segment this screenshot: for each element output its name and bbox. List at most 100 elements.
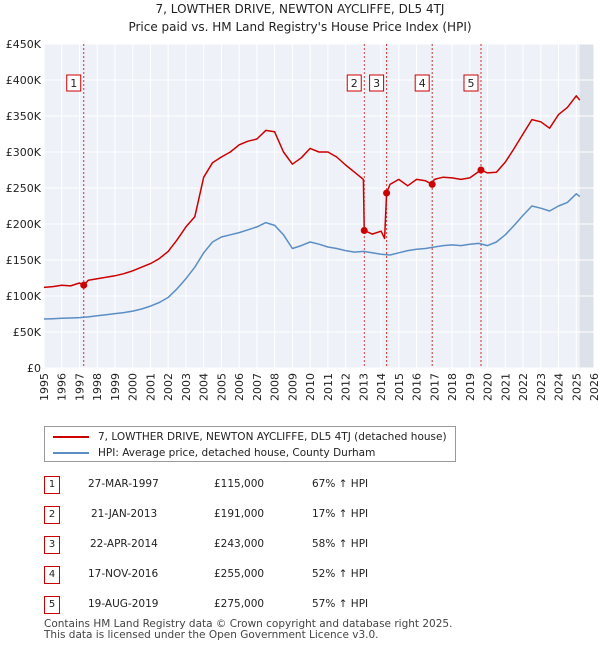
- sale-label-box: [463, 74, 479, 92]
- chart-subtitle: Price paid vs. HM Land Registry's House …: [128, 20, 471, 34]
- sale-label-box: [414, 74, 430, 92]
- footer-copyright: Contains HM Land Registry data © Crown c…: [44, 618, 453, 630]
- sale-date: 19-AUG-2019: [88, 598, 159, 610]
- sale-point: [383, 189, 391, 197]
- price-chart: 7, LOWTHER DRIVE, NEWTON AYCLIFFE, DL5 4…: [6, 2, 600, 401]
- x-tick-label: 2019: [464, 373, 477, 401]
- sale-label-number: 1: [70, 77, 77, 90]
- sale-hpi: 52% ↑ HPI: [312, 568, 369, 580]
- x-tick-label: 2024: [553, 373, 566, 401]
- x-tick-label: 2021: [499, 373, 512, 401]
- sale-price: £255,000: [214, 568, 265, 580]
- legend-item-property: 7, LOWTHER DRIVE, NEWTON AYCLIFFE, DL5 4…: [53, 429, 447, 445]
- x-tick-label: 2005: [215, 373, 228, 401]
- table-row: 2 21-JAN-2013 £191,000 17% ↑ HPI: [44, 506, 464, 524]
- sale-hpi: 17% ↑ HPI: [312, 508, 369, 520]
- x-tick-label: 2003: [180, 373, 193, 401]
- sale-price: £243,000: [214, 538, 265, 550]
- x-tick-label: 2018: [446, 373, 459, 401]
- x-tick-label: 2013: [357, 373, 370, 401]
- x-tick-label: 2009: [286, 373, 299, 401]
- x-tick-label: 2026: [588, 373, 600, 401]
- sale-date: 27-MAR-1997: [88, 478, 159, 490]
- legend-label-property: 7, LOWTHER DRIVE, NEWTON AYCLIFFE, DL5 4…: [98, 431, 447, 443]
- y-tick-label: £100K: [6, 290, 42, 303]
- plot-area: £0 £50K £100K £150K £200K £250K £300K £350K £400…: [6, 38, 600, 401]
- x-tick-label: 2022: [517, 373, 530, 401]
- sale-label-number: 5: [467, 77, 474, 90]
- x-tick-label: 2011: [322, 373, 335, 401]
- y-tick-label: £200K: [6, 218, 42, 231]
- y-tick-label: £50K: [13, 326, 42, 339]
- x-tick-label: 2008: [269, 373, 282, 401]
- hpi-series-line: [43, 193, 581, 320]
- legend-item-hpi: HPI: Average price, detached house, Coun…: [53, 445, 375, 461]
- sale-label-number: 3: [373, 77, 380, 90]
- sale-number: 5: [44, 596, 60, 614]
- sale-label-number: 4: [419, 77, 426, 90]
- sale-number: 1: [44, 476, 60, 494]
- sale-number: 2: [44, 506, 60, 524]
- y-tick-label: £0: [27, 362, 41, 375]
- legend-swatch-property: [53, 436, 89, 438]
- future-shading: [579, 44, 594, 368]
- sale-point: [428, 180, 436, 188]
- sale-date: 21-JAN-2013: [91, 508, 158, 520]
- footer: Contains HM Land Registry data © Crown c…: [44, 619, 452, 641]
- plot-background: [44, 44, 594, 368]
- y-tick-label: £150K: [6, 254, 42, 267]
- chart-title: 7, LOWTHER DRIVE, NEWTON AYCLIFFE, DL5 4…: [156, 2, 445, 16]
- table-row: 1 27-MAR-1997 £115,000 67% ↑ HPI: [44, 476, 464, 494]
- sale-date: 22-APR-2014: [90, 538, 158, 550]
- legend-label-hpi: HPI: Average price, detached house, Coun…: [98, 447, 376, 459]
- sale-hpi: 57% ↑ HPI: [312, 598, 369, 610]
- sale-date: 17-NOV-2016: [88, 568, 159, 580]
- sale-price: £115,000: [214, 478, 265, 490]
- y-tick-label: £300K: [6, 146, 42, 159]
- sale-point: [360, 226, 368, 234]
- y-tick-label: £250K: [6, 182, 42, 195]
- x-tick-label: 2007: [251, 373, 264, 401]
- x-tick-label: 2020: [482, 373, 495, 401]
- sale-hpi: 67% ↑ HPI: [312, 478, 369, 490]
- sale-number: 3: [44, 536, 60, 554]
- x-tick-label: 1999: [109, 373, 122, 401]
- sale-point: [477, 166, 485, 174]
- x-tick-label: 2010: [304, 373, 317, 401]
- y-tick-label: £400K: [6, 74, 42, 87]
- legend-swatch-hpi: [53, 452, 89, 454]
- sale-label-box: [66, 74, 82, 92]
- x-tick-label: 1995: [38, 373, 51, 401]
- x-tick-label: 2017: [428, 373, 441, 401]
- legend: 7, LOWTHER DRIVE, NEWTON AYCLIFFE, DL5 4…: [44, 426, 456, 462]
- x-tick-label: 2014: [375, 373, 388, 401]
- sale-price: £191,000: [214, 508, 265, 520]
- sale-point: [80, 281, 88, 289]
- x-tick-label: 1997: [73, 373, 86, 401]
- x-tick-label: 1996: [56, 373, 69, 401]
- x-tick-label: 2006: [233, 373, 246, 401]
- x-tick-label: 2001: [144, 373, 157, 401]
- x-tick-label: 2025: [570, 373, 583, 401]
- sale-number: 4: [44, 566, 60, 584]
- sale-label-box: [346, 74, 362, 92]
- x-tick-label: 1998: [91, 373, 104, 401]
- x-tick-label: 2023: [535, 373, 548, 401]
- sale-price: £275,000: [214, 598, 265, 610]
- footer-licence: This data is licensed under the Open Gov…: [44, 629, 379, 641]
- x-tick-label: 2000: [127, 373, 140, 401]
- sale-label-box: [369, 74, 385, 92]
- property-series-line: [43, 95, 581, 289]
- x-tick-label: 2016: [411, 373, 424, 401]
- x-tick-label: 2004: [198, 373, 211, 401]
- x-tick-label: 2015: [393, 373, 406, 401]
- sale-label-number: 2: [351, 77, 358, 90]
- x-tick-label: 2002: [162, 373, 175, 401]
- sale-hpi: 58% ↑ HPI: [312, 538, 369, 550]
- y-tick-label: £450K: [6, 38, 42, 51]
- table-row: 3 22-APR-2014 £243,000 58% ↑ HPI: [44, 536, 464, 554]
- table-row: 5 19-AUG-2019 £275,000 57% ↑ HPI: [44, 596, 464, 614]
- y-tick-label: £350K: [6, 110, 42, 123]
- table-row: 4 17-NOV-2016 £255,000 52% ↑ HPI: [44, 566, 464, 584]
- x-tick-label: 2012: [340, 373, 353, 401]
